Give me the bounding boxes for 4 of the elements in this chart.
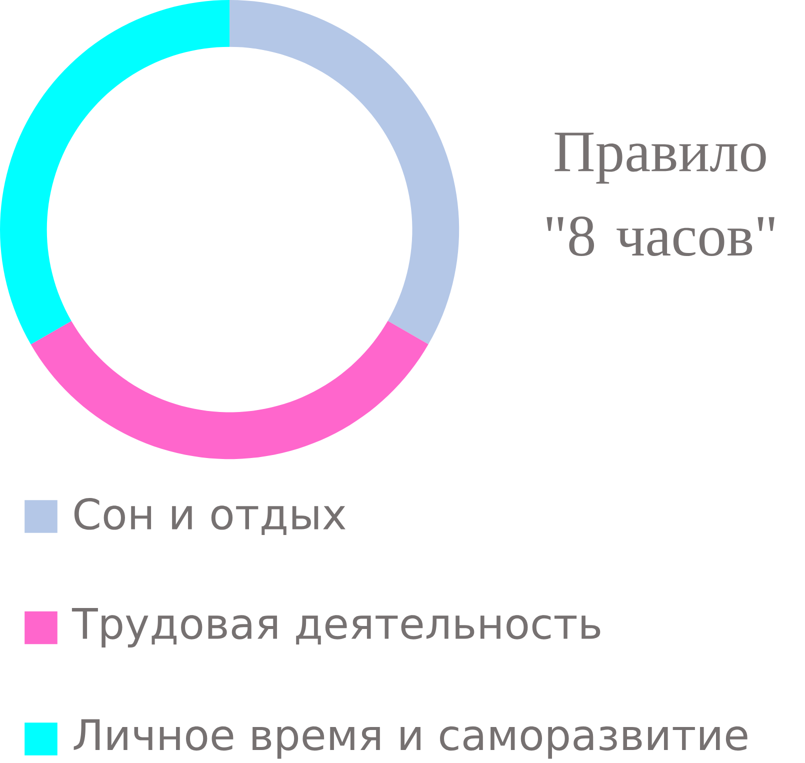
text: Правило "8 часов" [546, 132, 774, 256]
legend-label: Личное время и саморазвитие [74, 719, 748, 759]
legend-label: Сон и отдых [74, 498, 346, 536]
legend-label: Трудовая деятельность [72, 608, 600, 648]
